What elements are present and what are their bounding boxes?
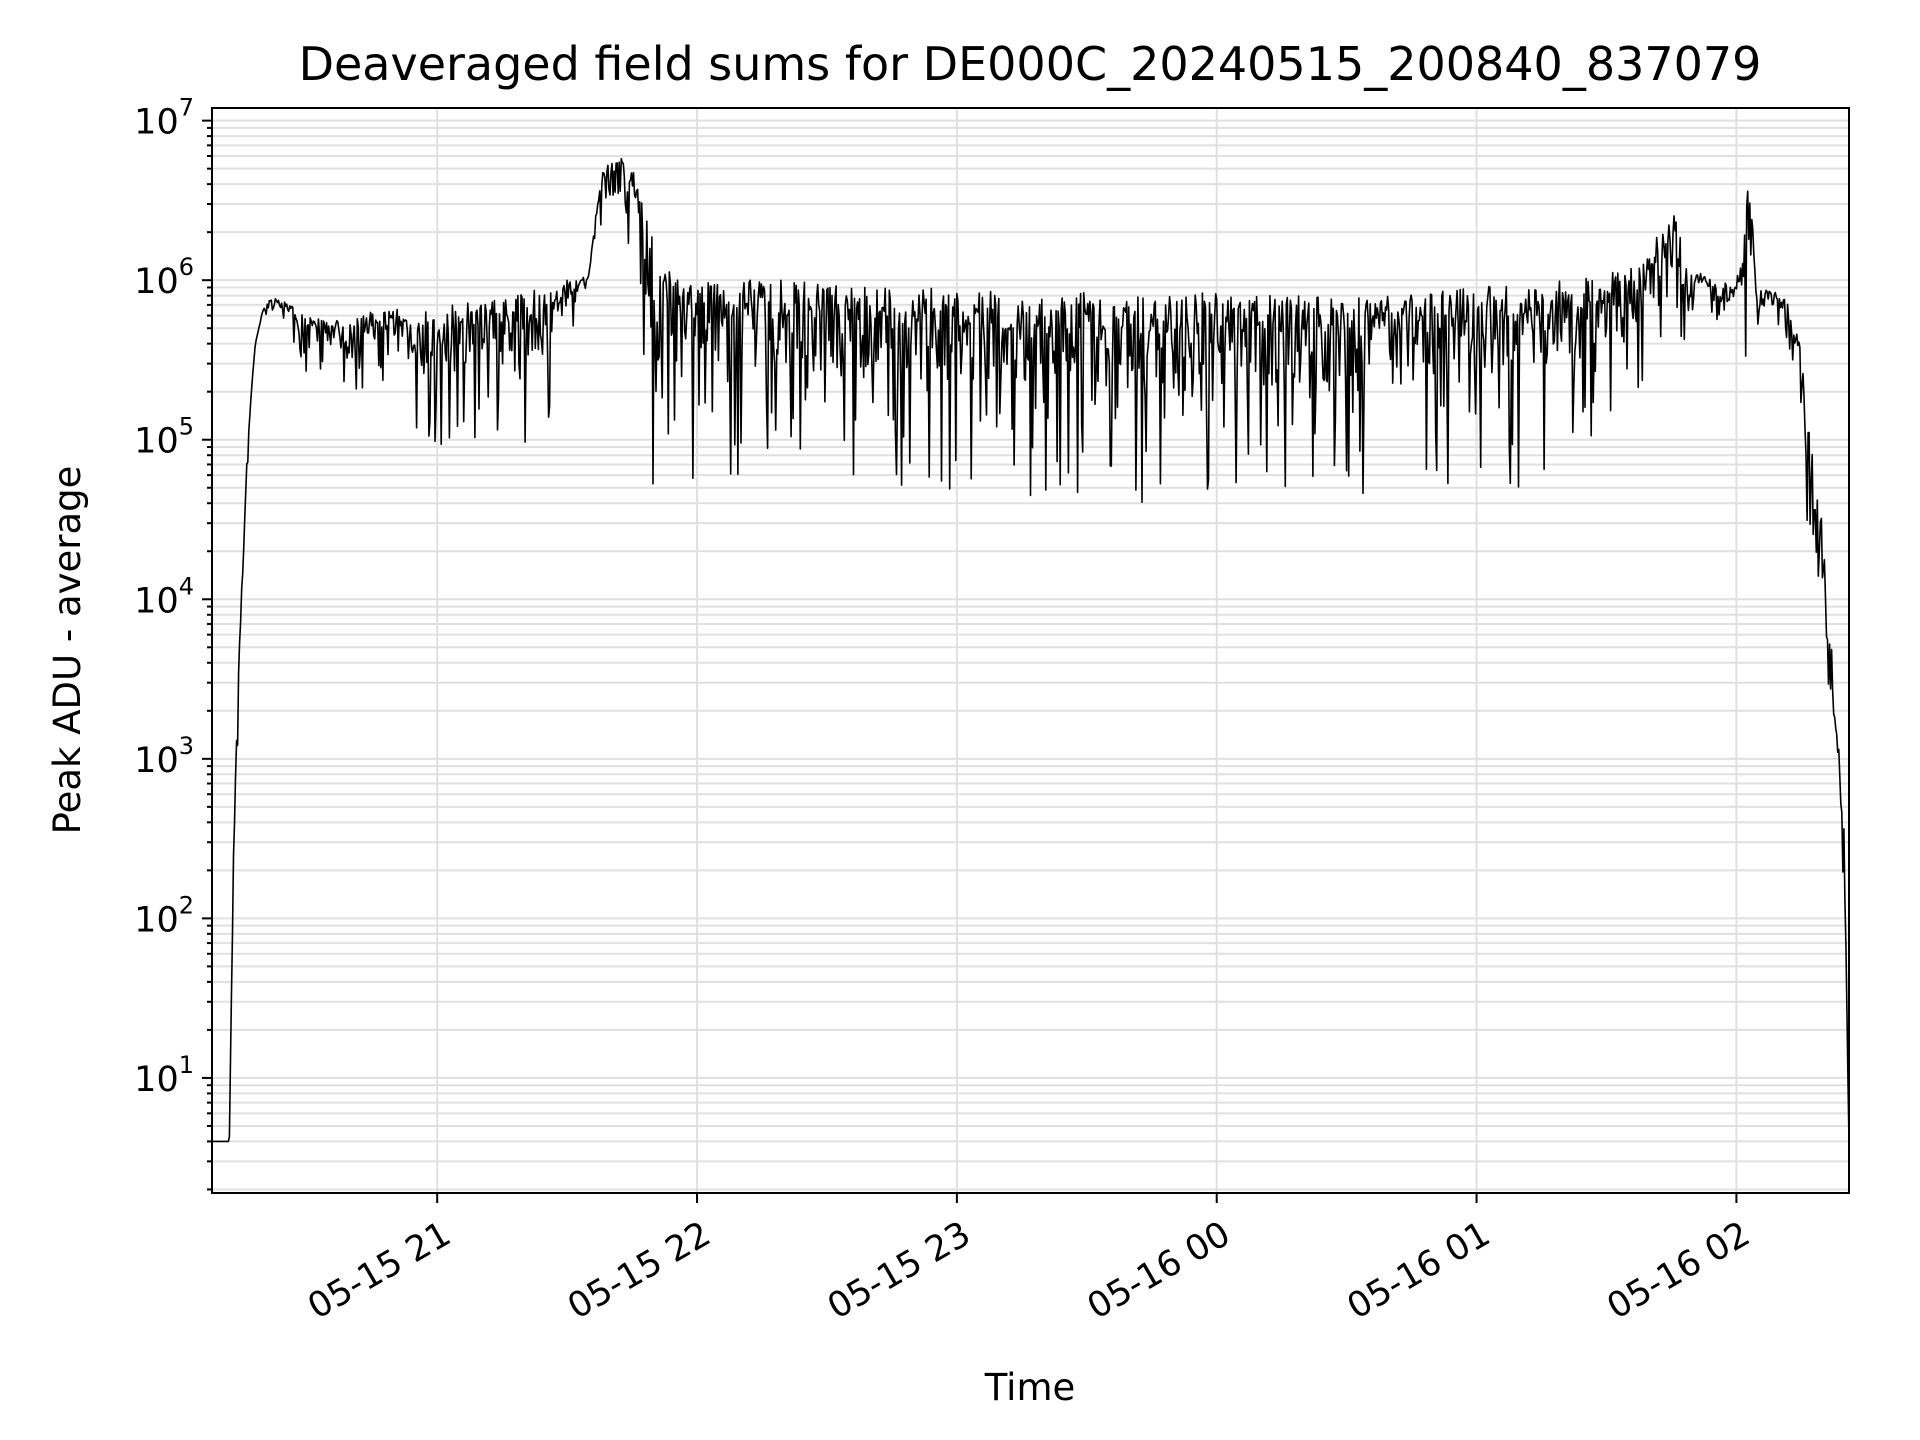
x-axis-label: Time bbox=[984, 1366, 1076, 1409]
y-tick-label: 105 bbox=[134, 413, 194, 462]
chart-title: Deaveraged field sums for DE000C_2024051… bbox=[299, 37, 1762, 91]
y-tick-exponent: 5 bbox=[179, 413, 194, 441]
y-tick-base: 10 bbox=[134, 1060, 179, 1100]
y-tick-exponent: 3 bbox=[179, 732, 194, 760]
y-tick-exponent: 7 bbox=[179, 94, 194, 122]
y-tick-exponent: 4 bbox=[179, 572, 194, 600]
y-tick-label: 101 bbox=[134, 1051, 194, 1100]
plot-frame bbox=[211, 107, 1850, 1194]
y-tick-base: 10 bbox=[134, 741, 179, 781]
y-tick-exponent: 2 bbox=[179, 891, 194, 919]
y-tick-label: 104 bbox=[134, 572, 194, 621]
y-tick-label: 106 bbox=[134, 253, 194, 302]
y-tick-base: 10 bbox=[134, 262, 179, 302]
y-tick-label: 107 bbox=[134, 94, 194, 143]
y-tick-base: 10 bbox=[134, 581, 179, 621]
y-tick-exponent: 6 bbox=[179, 253, 194, 281]
y-tick-base: 10 bbox=[134, 103, 179, 143]
series-line-0 bbox=[212, 157, 1850, 1143]
y-tick-label: 103 bbox=[134, 732, 194, 781]
y-tick-label: 102 bbox=[134, 891, 194, 940]
y-tick-exponent: 1 bbox=[179, 1051, 194, 1079]
y-axis-label: Peak ADU - average bbox=[46, 466, 89, 835]
series-layer bbox=[212, 157, 1850, 1143]
y-tick-base: 10 bbox=[134, 422, 179, 462]
y-tick-base: 10 bbox=[134, 900, 179, 940]
gridlines bbox=[212, 108, 1849, 1193]
